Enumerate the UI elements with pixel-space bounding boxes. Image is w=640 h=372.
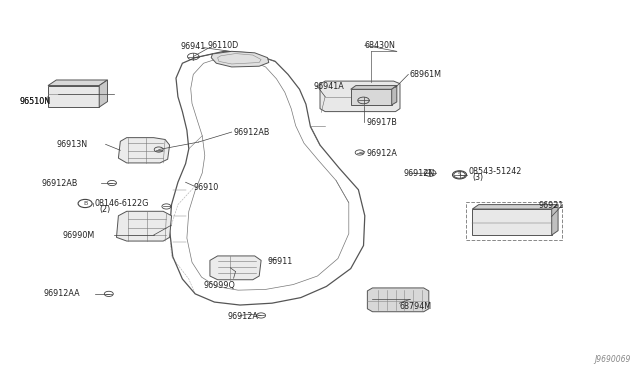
Text: 96941A: 96941A [314, 82, 344, 91]
Polygon shape [552, 205, 558, 235]
Polygon shape [99, 80, 108, 107]
Text: 96510N: 96510N [19, 97, 51, 106]
Text: B: B [83, 201, 87, 206]
Text: 96999Q: 96999Q [204, 281, 236, 290]
Polygon shape [472, 209, 552, 235]
Text: (2): (2) [99, 205, 111, 214]
Polygon shape [320, 81, 400, 112]
Polygon shape [472, 205, 558, 209]
Text: J9690069: J9690069 [594, 355, 630, 364]
Polygon shape [367, 288, 429, 312]
Text: 68961M: 68961M [410, 70, 442, 79]
Text: 68430N: 68430N [365, 41, 396, 50]
Text: (3): (3) [472, 173, 483, 182]
Polygon shape [118, 138, 170, 163]
Text: 96110D: 96110D [208, 41, 239, 50]
Text: 08146-6122G: 08146-6122G [95, 199, 149, 208]
Polygon shape [116, 211, 172, 241]
Polygon shape [351, 86, 397, 89]
Text: 08543-51242: 08543-51242 [468, 167, 522, 176]
Text: 96510N: 96510N [19, 97, 51, 106]
Text: 96912N: 96912N [403, 169, 435, 178]
Text: 96990M: 96990M [63, 231, 95, 240]
Text: 96912A: 96912A [366, 149, 397, 158]
Text: 96913N: 96913N [56, 140, 88, 149]
Polygon shape [210, 256, 261, 280]
Text: 96912AB: 96912AB [234, 128, 270, 137]
Text: 96910: 96910 [194, 183, 219, 192]
Text: 96912A: 96912A [227, 312, 258, 321]
Polygon shape [48, 80, 108, 86]
Text: 96911: 96911 [268, 257, 292, 266]
Text: 96941: 96941 [180, 42, 205, 51]
Polygon shape [211, 51, 269, 67]
Text: S: S [458, 172, 461, 177]
Text: 96917B: 96917B [366, 118, 397, 126]
Text: 96912AB: 96912AB [42, 179, 78, 187]
Text: 96912AA: 96912AA [44, 289, 80, 298]
Polygon shape [392, 86, 397, 105]
Polygon shape [48, 86, 99, 107]
Polygon shape [351, 89, 392, 105]
Text: 96921: 96921 [539, 201, 564, 210]
Text: 68794M: 68794M [399, 302, 431, 311]
